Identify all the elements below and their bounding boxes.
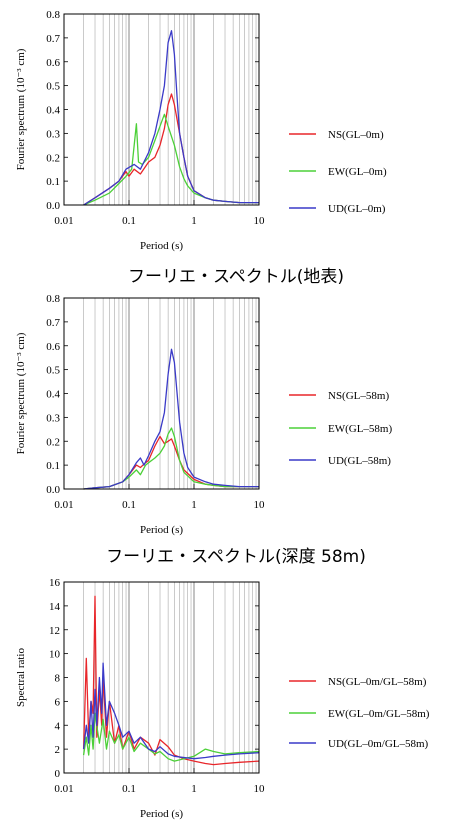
y-tick-label: 0.4 (46, 105, 60, 117)
y-tick-label: 0 (55, 768, 61, 780)
series-line (82, 662, 260, 760)
y-tick-label: 0.3 (46, 412, 60, 424)
chart-depth: 0.0 0.1 0.2 0.3 0.4 0.5 0.6 0.7 0.8 0.01 0.1 1 10 Per… (15, 293, 392, 536)
y-tick-label: 0.4 (46, 389, 60, 401)
y-tick-label: 0.6 (46, 57, 60, 69)
series-line (83, 435, 259, 490)
y-tick-label: 0.1 (46, 460, 60, 472)
caption-depth-58m: フーリエ・スペクトル(深度 58m) (106, 547, 366, 567)
chart-ratio: 0 2 4 6 8 10 12 14 16 0.01 0.1 1 10 Period (s) Spectra… (15, 577, 430, 820)
y-tick-label: 0.8 (46, 293, 60, 305)
y-tick-label: 0.0 (46, 200, 60, 212)
caption-surface: フーリエ・スペクトル(地表) (127, 267, 345, 287)
series-line (82, 712, 260, 762)
y-axis-label: Fourier spectrum (10⁻³ cm) (15, 332, 27, 454)
legend-label: UD(GL–0m) (328, 203, 386, 215)
x-tick-label: 0.01 (54, 499, 73, 511)
legend-label: UD(GL–58m) (328, 455, 391, 467)
legend-label: NS(GL–0m) (328, 129, 384, 141)
series-line (83, 427, 259, 490)
y-tick-label: 6 (55, 696, 61, 708)
x-tick-label: 0.1 (122, 215, 136, 227)
legend-label: EW(GL–58m) (328, 423, 392, 435)
y-tick-label: 16 (49, 577, 61, 589)
y-axis-label: Fourier spectrum (10⁻³ cm) (15, 48, 27, 170)
legend-label: UD(GL–0m/GL–58m) (328, 738, 429, 750)
legend-label: EW(GL–0m) (328, 166, 387, 178)
x-tick-label: 0.01 (54, 783, 73, 795)
y-tick-label: 4 (55, 720, 61, 732)
y-tick-label: 0.2 (46, 436, 60, 448)
x-tick-label: 0.01 (54, 215, 73, 227)
y-tick-label: 0.6 (46, 341, 60, 353)
y-tick-label: 0.3 (46, 128, 60, 140)
x-axis-label: Period (s) (140, 808, 183, 820)
y-axis-label: Spectral ratio (15, 648, 27, 707)
x-axis-label: Period (s) (140, 240, 183, 252)
y-tick-label: 14 (49, 601, 61, 613)
series-line (83, 113, 259, 206)
y-tick-label: 0.7 (46, 317, 60, 329)
y-tick-label: 2 (55, 744, 61, 756)
series-line (82, 595, 260, 766)
y-tick-label: 0.8 (46, 9, 60, 21)
y-tick-label: 0.1 (46, 176, 60, 188)
x-tick-label: 10 (254, 783, 266, 795)
y-tick-label: 0.2 (46, 152, 60, 164)
x-tick-label: 1 (191, 215, 197, 227)
y-tick-label: 10 (49, 649, 61, 661)
series-line (83, 30, 259, 206)
y-tick-label: 0.0 (46, 484, 60, 496)
y-tick-label: 12 (49, 625, 60, 637)
legend-label: EW(GL–0m/GL–58m) (328, 708, 430, 720)
x-tick-label: 0.1 (122, 499, 136, 511)
x-tick-label: 1 (191, 783, 197, 795)
plot-frame (63, 13, 260, 206)
y-tick-label: 0.5 (46, 365, 60, 377)
x-tick-label: 10 (254, 499, 266, 511)
x-tick-label: 10 (254, 215, 266, 227)
y-tick-label: 0.7 (46, 33, 60, 45)
chart-surface: 0.0 0.1 0.2 0.3 0.4 0.5 0.6 0.7 0.8 0.01 0.1 1 10 Per… (15, 9, 387, 252)
x-tick-label: 0.1 (122, 783, 136, 795)
x-tick-label: 1 (191, 499, 197, 511)
legend-label: NS(GL–0m/GL–58m) (328, 676, 427, 688)
y-tick-label: 0.5 (46, 81, 60, 93)
y-tick-label: 8 (55, 673, 61, 685)
series-line (83, 348, 259, 490)
plot-frame (63, 581, 260, 774)
plot-frame (63, 297, 260, 490)
legend-label: NS(GL–58m) (328, 390, 389, 402)
x-axis-label: Period (s) (140, 524, 183, 536)
